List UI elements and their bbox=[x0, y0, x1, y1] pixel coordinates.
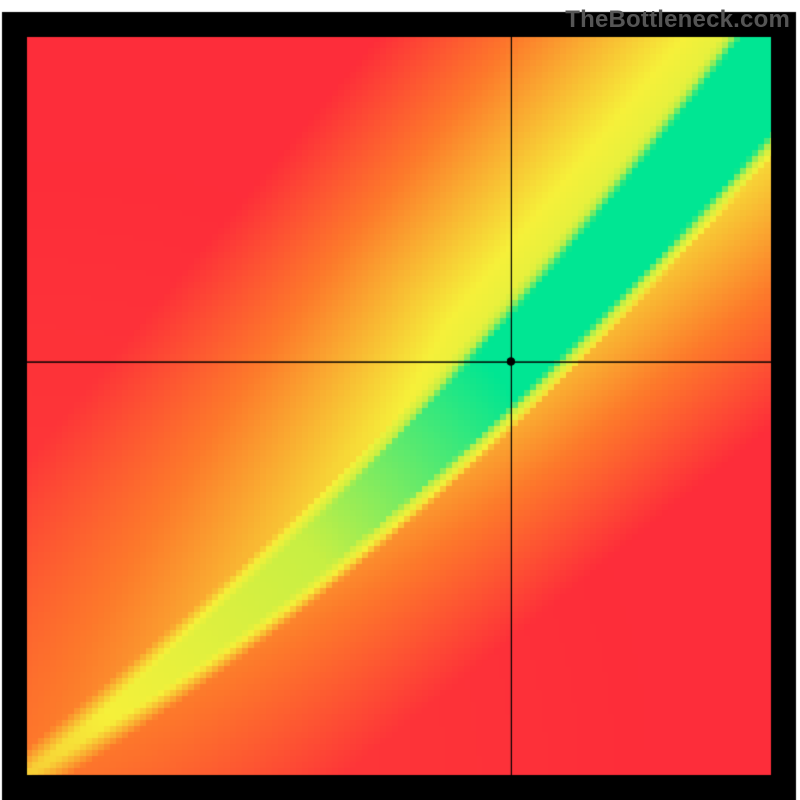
heatmap-canvas bbox=[0, 0, 800, 800]
watermark-text: TheBottleneck.com bbox=[565, 6, 790, 34]
